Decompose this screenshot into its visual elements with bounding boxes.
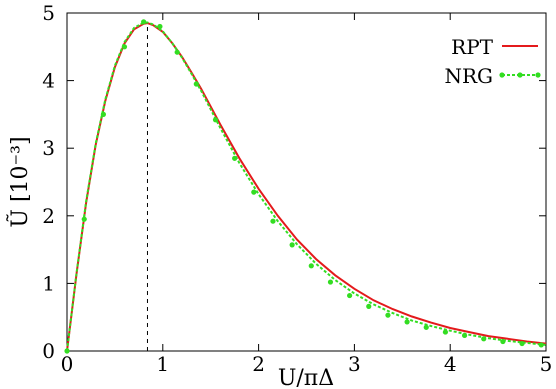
data-point-nrg xyxy=(174,49,180,55)
data-point-nrg xyxy=(81,216,87,222)
y-tick-label: 3 xyxy=(42,136,55,160)
legend-label-rpt: RPT xyxy=(451,35,494,59)
legend-label-nrg: NRG xyxy=(444,64,493,88)
data-point-nrg xyxy=(538,342,544,348)
series-markers xyxy=(64,19,544,354)
data-point-nrg xyxy=(251,189,257,195)
data-point-nrg xyxy=(481,336,487,342)
data-point-nrg xyxy=(232,155,238,161)
data-point-nrg xyxy=(347,292,353,299)
data-point-nrg xyxy=(289,242,295,248)
y-tick-label: 5 xyxy=(42,1,55,25)
series-line-nrg xyxy=(66,21,547,352)
plot-border xyxy=(66,12,547,352)
y-tick-label: 2 xyxy=(42,204,55,228)
data-point-nrg xyxy=(121,44,128,50)
y-tick-label: 1 xyxy=(42,271,55,295)
data-point-nrg xyxy=(141,19,147,25)
legend-markers-nrg xyxy=(499,72,541,78)
y-axis-label: Ũ [10⁻³] xyxy=(5,136,33,227)
x-tick-label: 3 xyxy=(348,352,361,376)
data-point-nrg xyxy=(100,111,107,117)
data-point-nrg xyxy=(327,279,334,285)
plot-frame xyxy=(66,12,547,352)
x-tick-label: 0 xyxy=(61,352,74,376)
y-tick-label: 0 xyxy=(42,339,55,363)
data-point-nrg xyxy=(461,332,468,339)
data-point-nrg xyxy=(157,23,163,30)
data-point-nrg xyxy=(500,338,506,345)
data-point-nrg xyxy=(423,324,429,330)
x-tick-label: 2 xyxy=(252,352,265,376)
data-point-nrg xyxy=(212,117,219,123)
data-point-nrg xyxy=(385,312,391,318)
legend: RPT NRG xyxy=(444,35,541,88)
axis-tick-labels: 0 1 2 3 4 5 0 1 2 3 4 5 xyxy=(42,1,552,376)
y-tick-label: 4 xyxy=(42,69,55,93)
data-point-nrg xyxy=(193,81,199,87)
data-point-nrg xyxy=(366,303,372,309)
series-lines xyxy=(66,21,547,352)
x-tick-label: 4 xyxy=(444,352,457,376)
x-axis-label: U/πΔ xyxy=(278,366,334,389)
data-point-nrg xyxy=(442,329,449,335)
x-tick-label: 5 xyxy=(540,352,553,376)
data-point-nrg xyxy=(519,340,525,347)
legend-marker-nrg xyxy=(535,72,541,78)
legend-marker-nrg xyxy=(517,72,523,78)
data-point-nrg xyxy=(404,319,410,325)
legend-marker-nrg xyxy=(499,72,505,78)
data-point-nrg xyxy=(270,218,276,224)
data-point-nrg xyxy=(64,348,70,354)
data-point-nrg xyxy=(308,263,314,269)
x-tick-label: 1 xyxy=(156,352,169,376)
